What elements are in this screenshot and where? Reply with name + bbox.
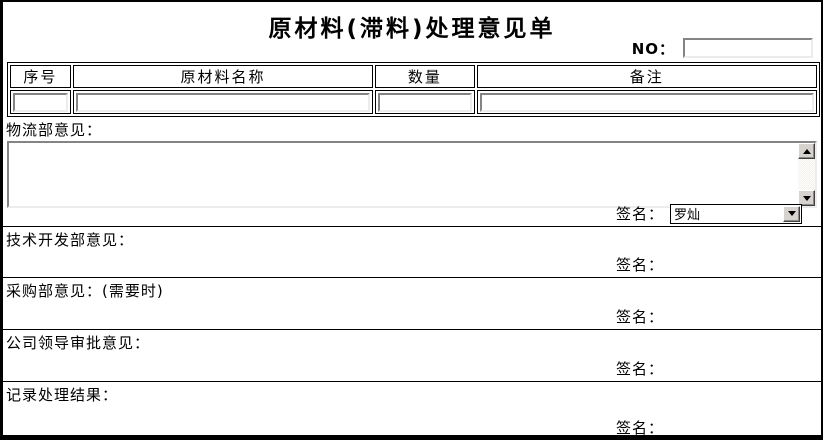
cell-quantity: [375, 90, 475, 114]
logistics-sign-label: 签名：: [616, 205, 665, 223]
materials-table-input-row: [10, 90, 817, 114]
leader-sign-row: 签名：: [616, 358, 664, 379]
material-name-input[interactable]: [75, 93, 371, 112]
header-quantity: 数量: [375, 65, 475, 88]
remark-input[interactable]: [479, 93, 814, 112]
scroll-up-button[interactable]: [798, 143, 815, 159]
header-material-name: 原材料名称: [72, 65, 374, 88]
vertical-scrollbar[interactable]: [798, 143, 815, 206]
logistics-signer-value: 罗灿: [674, 208, 701, 223]
record-result-label: 记录处理结果：: [6, 386, 119, 404]
tech-opinion-label: 技术开发部意见：: [6, 231, 135, 249]
purchase-sign-label: 签名：: [616, 308, 665, 326]
section-record-result: 记录处理结果： 签名：: [3, 381, 821, 437]
triangle-up-icon: [802, 148, 811, 154]
leader-opinion-label: 公司领导审批意见：: [6, 334, 151, 352]
cell-remark: [476, 90, 817, 114]
dropdown-arrow-button[interactable]: [783, 205, 801, 222]
section-leader-opinion: 公司领导审批意见： 签名：: [3, 329, 821, 381]
section-tech-opinion: 技术开发部意见： 签名：: [3, 226, 821, 277]
logistics-comment-textarea[interactable]: [7, 141, 817, 208]
tech-sign-row: 签名：: [616, 254, 664, 275]
record-sign-label: 签名：: [616, 419, 665, 437]
triangle-down-icon: [802, 195, 811, 201]
tech-sign-label: 签名：: [616, 256, 665, 274]
page-title: 原材料(滞料)处理意见单: [268, 16, 556, 42]
leader-sign-label: 签名：: [616, 360, 665, 378]
serial-input[interactable]: [13, 93, 68, 112]
no-row: NO：: [3, 36, 821, 60]
purchase-opinion-label: 采购部意见：(需要时): [6, 282, 164, 300]
materials-table: 序号 原材料名称 数量 备注: [7, 62, 820, 117]
logistics-signer-dropdown[interactable]: 罗灿: [670, 203, 803, 224]
no-input[interactable]: [683, 38, 813, 58]
cell-material-name: [72, 90, 374, 114]
scroll-down-button[interactable]: [798, 190, 815, 206]
logistics-sign-row: 签名： 罗灿: [616, 203, 803, 224]
record-sign-row: 签名：: [616, 417, 665, 437]
logistics-opinion-label: 物流部意见：: [6, 121, 103, 139]
section-logistics-opinion: 物流部意见： 签名： 罗灿: [3, 117, 821, 226]
purchase-sign-row: 签名：: [616, 306, 664, 327]
cell-serial: [10, 90, 71, 114]
materials-table-header-row: 序号 原材料名称 数量 备注: [10, 65, 817, 88]
header-remark: 备注: [476, 65, 817, 88]
no-label: NO：: [631, 39, 675, 58]
logistics-comment-text: [11, 144, 795, 205]
quantity-input[interactable]: [378, 93, 472, 112]
triangle-down-icon: [787, 211, 796, 216]
header-serial: 序号: [10, 65, 71, 88]
section-purchase-opinion: 采购部意见：(需要时) 签名：: [3, 277, 821, 329]
